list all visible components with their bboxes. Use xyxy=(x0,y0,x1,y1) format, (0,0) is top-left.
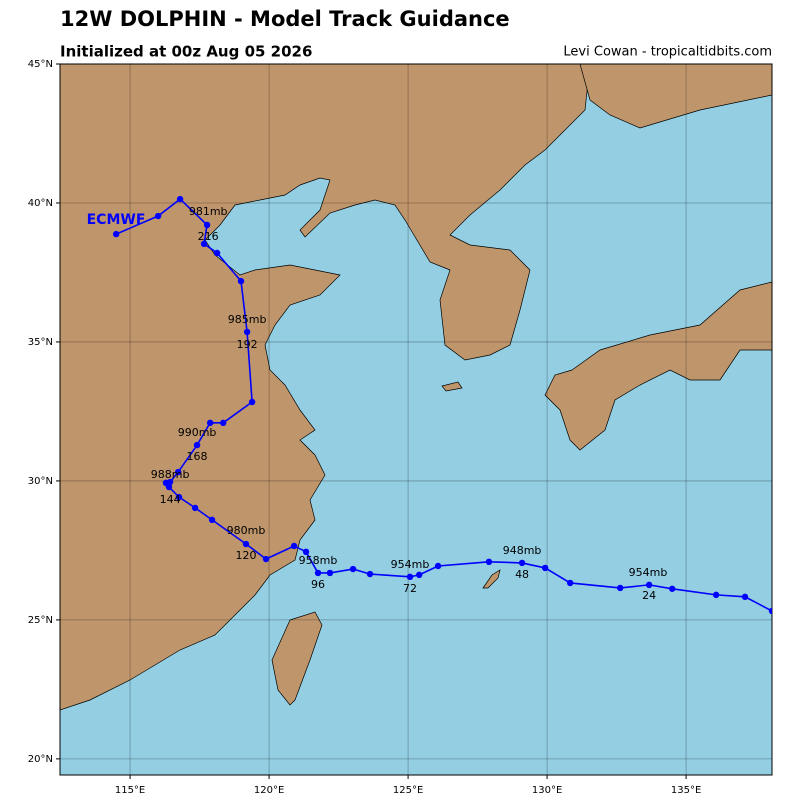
track-point xyxy=(193,441,201,449)
y-tick-label: 45°N xyxy=(28,59,53,70)
track-annotation: 192 xyxy=(237,338,258,351)
okinawa xyxy=(482,569,501,589)
track-annotation: 958mb xyxy=(299,554,338,567)
track-annotation: 96 xyxy=(311,578,325,591)
y-tick-label: 20°N xyxy=(28,754,53,765)
track-point xyxy=(566,579,574,587)
track-point xyxy=(668,585,676,592)
basemap xyxy=(60,64,772,775)
track-point xyxy=(741,593,749,601)
jeju xyxy=(441,381,463,392)
track-point xyxy=(176,195,184,203)
track-point xyxy=(262,555,270,563)
track-annotation: 948mb xyxy=(503,544,542,557)
track-annotation: 990mb xyxy=(178,426,217,439)
track-point xyxy=(485,558,493,566)
track-point xyxy=(219,419,227,427)
y-tick-label: 40°N xyxy=(28,198,53,209)
subtitle: Initialized at 00z Aug 05 2026 xyxy=(60,43,312,61)
track-annotation: 954mb xyxy=(629,566,668,579)
plot-layer xyxy=(60,64,772,775)
track-annotation: 985mb xyxy=(228,313,267,326)
x-tick-label: 125°E xyxy=(393,785,423,796)
track-point xyxy=(415,571,423,579)
track-annotation: 954mb xyxy=(391,558,430,571)
track-annotation: 48 xyxy=(515,568,529,581)
track-point xyxy=(166,478,174,486)
x-tick-label: 120°E xyxy=(254,785,284,796)
track-point xyxy=(175,493,183,501)
track-annotation: 988mb xyxy=(151,468,190,481)
track-point xyxy=(208,516,216,524)
track-point xyxy=(302,548,310,556)
track-point xyxy=(191,504,199,512)
track-point xyxy=(154,212,162,220)
track-point xyxy=(314,569,322,577)
model-label: ECMWF xyxy=(87,212,146,228)
track-point xyxy=(434,562,442,570)
y-tick-label: 35°N xyxy=(28,337,53,348)
track-point xyxy=(237,277,245,285)
x-tick-label: 130°E xyxy=(532,785,562,796)
track-annotation: 72 xyxy=(403,582,417,595)
x-tick-label: 135°E xyxy=(671,785,701,796)
track-point xyxy=(174,468,182,476)
track-point xyxy=(290,542,298,550)
track-annotation: 216 xyxy=(198,230,219,243)
track-point xyxy=(768,607,772,615)
track-point xyxy=(206,419,214,427)
track-point xyxy=(349,565,357,573)
track-point xyxy=(213,249,221,257)
track-point xyxy=(243,328,251,336)
track-point xyxy=(617,584,624,592)
overlay: 115°E 120°E 125°E 130°E 135°E 20°N 25°N 30°N 35°… xyxy=(28,59,772,796)
y-tick-label: 30°N xyxy=(28,476,53,487)
track-point xyxy=(406,573,414,581)
track-line xyxy=(115,198,772,612)
track-point xyxy=(242,540,250,548)
track-annotation: 980mb xyxy=(227,524,266,537)
y-tick-label: 25°N xyxy=(28,615,53,626)
track-annotation: 168 xyxy=(187,450,208,463)
taiwan xyxy=(271,611,323,706)
continent xyxy=(60,64,591,711)
x-tick-label: 115°E xyxy=(115,785,145,796)
credit: Levi Cowan - tropicaltidbits.com xyxy=(563,45,772,60)
track-point xyxy=(645,581,653,589)
track-annotation: 24 xyxy=(642,589,656,602)
track-annotation: 144 xyxy=(160,493,181,506)
track-point xyxy=(326,569,334,577)
track-point xyxy=(248,398,256,406)
track-annotation: 120 xyxy=(235,549,256,562)
track-point xyxy=(200,240,208,248)
track-annotation: 981mb xyxy=(189,205,228,218)
map-frame xyxy=(59,63,773,776)
track-point xyxy=(203,221,211,229)
track-point xyxy=(541,564,549,572)
track-point xyxy=(366,570,374,578)
japan xyxy=(544,281,772,451)
title: 12W DOLPHIN - Model Track Guidance xyxy=(60,7,510,31)
track-point xyxy=(712,591,720,599)
track-point xyxy=(112,230,120,238)
track-point xyxy=(518,559,526,567)
northern-land xyxy=(579,64,772,129)
